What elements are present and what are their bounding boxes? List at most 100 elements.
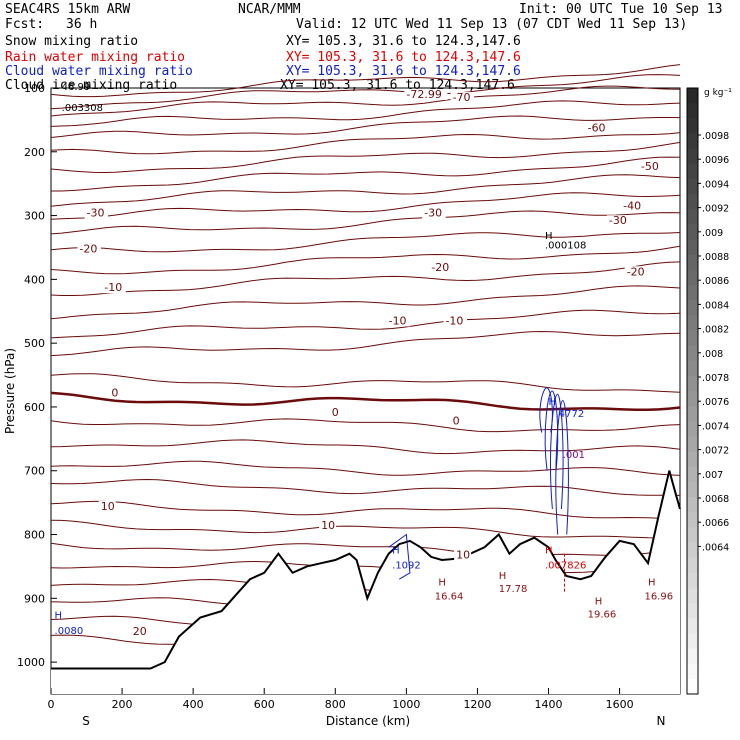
- colorbar-swatch: [687, 284, 698, 301]
- contour-label-bg: [638, 161, 663, 173]
- colorbar-swatch: [687, 103, 698, 119]
- x-end-label-north: N: [657, 714, 666, 728]
- maximum-label: 16.64: [435, 592, 464, 603]
- maximum-label: H: [499, 571, 507, 582]
- x-tick-label: 200: [112, 698, 133, 711]
- isotherm-line: [50, 141, 681, 174]
- colorbar-frame: [686, 87, 699, 695]
- isotherm-line: [50, 373, 681, 393]
- isotherm-line: [50, 64, 681, 98]
- colorbar-swatch: [687, 209, 698, 225]
- y-tick-label: 800: [24, 529, 45, 542]
- cloud-water-contour: [539, 387, 553, 433]
- org-title: NCAR/MMM: [238, 2, 301, 17]
- maximum-label: H: [595, 597, 603, 608]
- isotherm-label: -20: [79, 242, 97, 255]
- colorbar-swatch: [687, 224, 698, 240]
- isotherm-line: [50, 115, 681, 138]
- x-tick-label: 1000: [392, 698, 420, 711]
- isotherm-line: [50, 309, 681, 339]
- colorbar-swatch: [687, 542, 698, 559]
- maximum-label: H: [545, 546, 553, 557]
- colorbar-tick-label: .007: [702, 470, 723, 481]
- maximum-label: .1092: [392, 560, 421, 571]
- init-time: Init: 00 UTC Tue 10 Sep 13: [519, 2, 723, 17]
- colorbar-swatch: [687, 300, 698, 316]
- freezing-level-line: [50, 391, 681, 412]
- colorbar-swatch: [687, 375, 698, 392]
- colorbar-swatch: [687, 254, 698, 271]
- fcst-value: 36 h: [66, 17, 98, 32]
- contour-label-bg: [319, 520, 337, 532]
- x-axis-label: Distance (km): [326, 714, 410, 728]
- colorbar-swatch: [687, 572, 698, 589]
- isotherm-line: [50, 174, 681, 207]
- contour-label-bg: [585, 122, 610, 134]
- colorbar-tick-label: .008: [702, 349, 723, 360]
- x-tick-label: 800: [325, 698, 346, 711]
- colorbar-swatch: [687, 618, 698, 634]
- isotherm-line: [50, 245, 681, 275]
- x-tick-label: 400: [183, 698, 204, 711]
- isotherm-label: 0: [111, 386, 118, 399]
- colorbar-tick-label: .0098: [702, 131, 729, 142]
- colorbar-tick-label: .0072: [702, 446, 729, 457]
- isotherm-label: -72.99: [406, 88, 441, 101]
- contour-lines: [50, 64, 681, 694]
- x-end-label-south: S: [82, 714, 90, 728]
- colorbar-tick-label: .0084: [702, 300, 729, 311]
- colorbar-tick-label: .0066: [702, 518, 729, 529]
- isotherm-label: -30: [609, 214, 627, 227]
- y-tick-label: 300: [24, 210, 45, 223]
- isotherm-line: [50, 261, 681, 296]
- colorbar-tick-label: .0096: [702, 155, 729, 166]
- contour-label-bg: [386, 315, 411, 327]
- colorbar-swatch: [687, 178, 698, 195]
- isotherm-line: [50, 132, 681, 155]
- colorbar-swatch: [687, 269, 698, 286]
- isotherm-line: [50, 460, 681, 476]
- contour-label-bg: [450, 415, 462, 427]
- colorbar-tick-label: .0088: [702, 252, 729, 263]
- contour-label-bg: [422, 207, 446, 219]
- field-name-cloud-ice: Cloud ice mixing ratio: [5, 78, 178, 93]
- x-tick-label: 600: [254, 698, 275, 711]
- maximum-label: H: [438, 578, 446, 589]
- colorbar-tick-label: .0064: [702, 542, 729, 553]
- contour-label-bg: [624, 266, 649, 278]
- colorbar-swatch: [687, 512, 698, 528]
- maximum-label: H: [549, 397, 557, 408]
- colorbar-unit: g kg⁻¹: [704, 88, 732, 98]
- colorbar-swatch: [687, 315, 698, 331]
- maximum-label: 17.78: [499, 584, 528, 595]
- y-tick-label: 1000: [17, 656, 45, 669]
- isotherm-line: [50, 192, 681, 220]
- contour-label-bg: [621, 200, 645, 212]
- terrain-line: [51, 470, 681, 670]
- field-xy-snow: XY= 105.3, 31.6 to 124.3,147.6: [286, 34, 521, 49]
- contour-label-bg: [443, 315, 467, 327]
- isotherm-line: [50, 210, 681, 235]
- colorbar-swatch: [687, 88, 698, 104]
- y-tick-label: 500: [24, 337, 45, 350]
- colorbar-tick-label: .0078: [702, 373, 729, 384]
- field-name-cloud-water: Cloud water mixing ratio: [5, 64, 193, 79]
- contour-labels: -72.99 -70-60-50-40-30 -30-30-20-20 -20-10-…: [55, 82, 674, 638]
- isotherm-line: [50, 330, 681, 357]
- y-tick-label: 100: [24, 82, 45, 95]
- isotherm-label: 20: [133, 625, 147, 638]
- isotherm-label: -10: [445, 314, 463, 327]
- colorbar-swatch: [687, 603, 698, 619]
- contour-label-bg: [102, 282, 126, 294]
- cloud-water-contour: [388, 533, 411, 580]
- isotherm-line: [50, 542, 681, 557]
- axis-ticks: 0 200 400 600 800 1000 1200 1400 160010020030040…: [17, 82, 634, 711]
- colorbar-swatch: [687, 360, 698, 377]
- isotherm-line: [50, 439, 681, 455]
- isotherm-label: -30: [87, 207, 105, 220]
- colorbar-tick-label: .009: [702, 228, 723, 239]
- maximum-label: 16.96: [644, 592, 673, 603]
- x-tick-label: 0: [48, 698, 55, 711]
- colorbar-swatch: [687, 648, 698, 665]
